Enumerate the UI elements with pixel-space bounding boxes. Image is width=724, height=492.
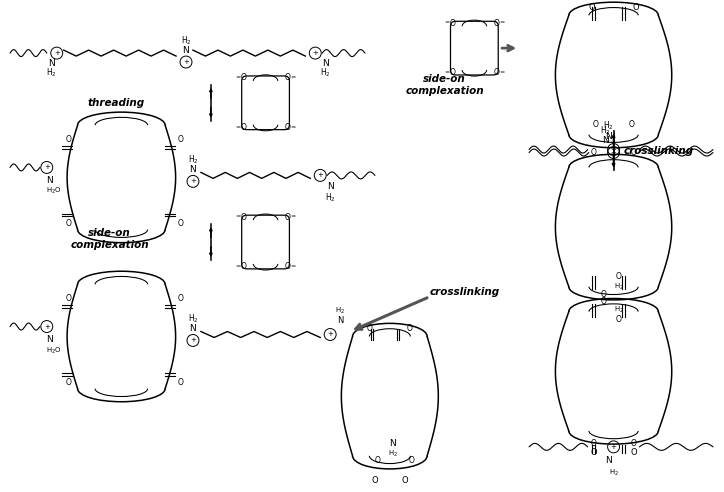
Text: +: + [183,59,189,65]
Text: O: O [601,297,607,306]
Text: =: = [500,70,505,75]
Text: H$_2$: H$_2$ [613,305,623,315]
Text: +: + [610,147,617,153]
Text: O: O [241,262,247,272]
Text: O: O [178,378,184,387]
Text: O: O [66,135,72,144]
Text: =: = [291,264,296,270]
Text: +: + [317,172,323,179]
Text: H$_2$: H$_2$ [46,67,57,79]
Text: crosslinking: crosslinking [623,146,694,155]
Text: H$_2$: H$_2$ [181,35,191,47]
Text: O: O [66,378,72,387]
Text: H$_2$: H$_2$ [613,281,623,292]
Text: H$_2$: H$_2$ [600,124,611,137]
Text: =: = [444,70,449,75]
Text: N: N [182,46,190,55]
Text: O: O [375,456,381,465]
Text: =: = [235,75,240,81]
Text: +: + [610,444,617,450]
Text: +: + [190,179,196,184]
Text: O: O [631,148,636,157]
Text: O: O [367,324,373,333]
Text: H$_2$: H$_2$ [335,306,345,316]
Text: O: O [631,439,636,448]
Text: O: O [409,456,415,465]
Text: O: O [66,218,72,228]
Text: O: O [285,262,290,272]
Text: H$_2$: H$_2$ [188,312,198,325]
Text: O: O [285,73,290,83]
Text: H$_2$O: H$_2$O [46,186,62,196]
Text: H$_2$: H$_2$ [320,67,331,79]
Text: =: = [291,75,296,81]
Text: O: O [241,213,247,222]
Text: =: = [235,125,240,130]
Text: O: O [493,68,499,77]
Text: O: O [591,148,597,157]
Text: O: O [615,273,621,281]
Text: =: = [235,215,240,219]
Text: +: + [312,50,319,56]
Text: O: O [178,135,184,144]
Text: O: O [450,19,455,28]
Text: side-on
complexation: side-on complexation [70,228,148,250]
Text: N: N [327,182,334,191]
Text: =: = [500,21,505,26]
Text: O: O [590,448,597,458]
Text: N: N [190,324,196,333]
Text: H$_2$: H$_2$ [609,467,618,478]
Text: H$_2$: H$_2$ [603,120,614,132]
Text: N: N [605,132,612,141]
Text: H$_2$: H$_2$ [188,153,198,166]
Text: +: + [610,150,617,155]
Text: threading: threading [88,98,145,108]
Text: O: O [401,476,408,485]
Text: O: O [450,68,455,77]
Text: N: N [46,176,53,185]
Text: O: O [66,294,72,303]
Text: N: N [49,59,55,67]
Text: O: O [615,315,621,324]
Text: H$_2$: H$_2$ [388,449,397,459]
Text: +: + [44,164,50,170]
Text: H$_2$O: H$_2$O [46,345,62,356]
Text: O: O [601,290,607,299]
Text: O: O [407,324,413,333]
Text: =: = [291,215,296,219]
Text: O: O [630,448,637,458]
Text: O: O [241,123,247,132]
Text: N: N [390,439,396,448]
Text: =: = [444,21,449,26]
Text: side-on
complexation: side-on complexation [405,74,484,96]
Text: crosslinking: crosslinking [429,287,500,297]
Text: O: O [285,213,290,222]
Text: +: + [190,338,196,343]
Text: N: N [602,136,609,145]
Text: N: N [46,335,53,344]
Text: N: N [337,316,343,325]
Text: O: O [371,476,378,485]
Text: O: O [589,3,595,12]
Text: +: + [327,332,333,338]
Text: =: = [291,125,296,130]
Text: O: O [241,73,247,83]
Text: O: O [285,123,290,132]
Text: +: + [44,324,50,330]
Text: N: N [322,59,329,67]
Text: O: O [628,120,634,129]
Text: H$_2$: H$_2$ [325,191,335,204]
Text: O: O [593,120,599,129]
Text: O: O [632,3,639,12]
Text: O: O [178,218,184,228]
Text: =: = [235,264,240,270]
Text: +: + [54,50,59,56]
Text: N: N [190,165,196,174]
Text: O: O [493,19,499,28]
Text: O: O [591,439,597,448]
Text: O: O [178,294,184,303]
Text: N: N [605,456,612,465]
